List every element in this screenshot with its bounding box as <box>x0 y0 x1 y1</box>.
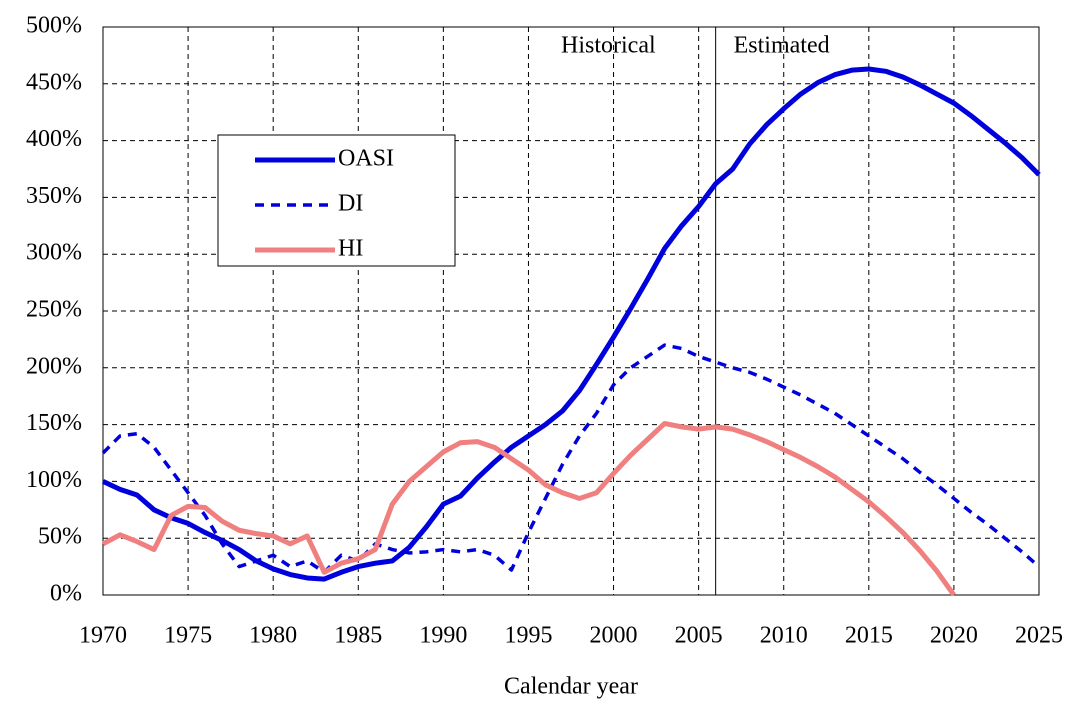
annotation: Estimated <box>734 33 830 59</box>
y-tick-label: 500% <box>26 13 82 39</box>
x-tick-label: 2025 <box>1015 623 1063 649</box>
plot-border <box>102 26 1040 596</box>
series-line <box>101 343 1041 575</box>
x-tick-label: 1970 <box>79 623 127 649</box>
y-tick-label: 450% <box>26 69 82 95</box>
x-tick-label: 1980 <box>249 623 297 649</box>
x-tick-label: 2010 <box>760 623 808 649</box>
annotation: Historical <box>561 33 656 59</box>
y-tick-label: 250% <box>26 297 82 323</box>
x-tick-label: 2020 <box>930 623 978 649</box>
y-tick-label: 400% <box>26 126 82 152</box>
y-tick-label: 150% <box>26 410 82 436</box>
y-tick-label: 0% <box>50 581 82 607</box>
x-tick-label: 2015 <box>845 623 893 649</box>
legend-label: HI <box>338 236 363 262</box>
legend-label: DI <box>338 191 363 217</box>
series-line <box>101 66 1041 582</box>
x-tick-label: 1990 <box>419 623 467 649</box>
y-tick-label: 100% <box>26 467 82 493</box>
y-tick-label: 50% <box>38 524 82 550</box>
y-tick-label: 300% <box>26 240 82 266</box>
y-tick-label: 200% <box>26 353 82 379</box>
y-tick-label: 350% <box>26 183 82 209</box>
x-axis-label: Calendar year <box>504 674 638 700</box>
x-tick-label: 1995 <box>504 623 552 649</box>
legend-box <box>217 134 456 267</box>
x-tick-label: 2000 <box>590 623 638 649</box>
legend-label: OASI <box>338 146 394 172</box>
x-tick-label: 2005 <box>675 623 723 649</box>
series-line <box>101 420 956 597</box>
x-tick-label: 1985 <box>334 623 382 649</box>
x-tick-label: 1975 <box>164 623 212 649</box>
